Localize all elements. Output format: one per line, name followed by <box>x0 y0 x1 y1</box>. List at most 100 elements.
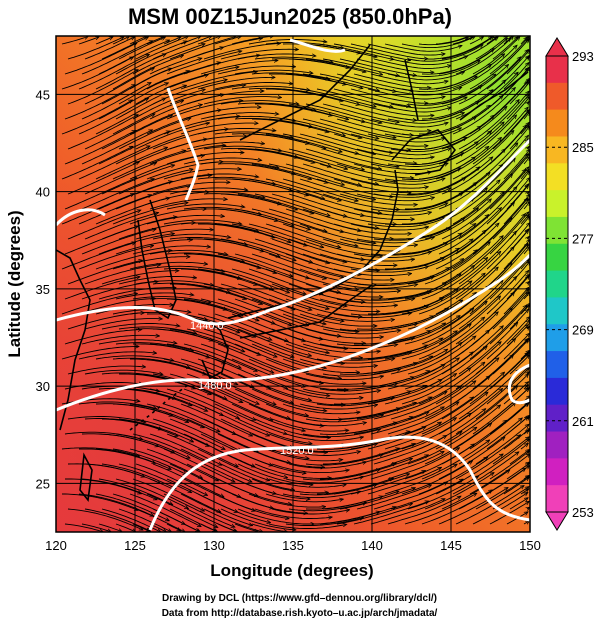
streamline <box>322 369 400 377</box>
streamline <box>152 418 225 449</box>
streamline <box>98 433 174 453</box>
streamline <box>384 331 457 360</box>
streamline <box>81 179 154 210</box>
streamline <box>152 373 227 399</box>
streamline <box>350 386 427 405</box>
streamline <box>254 238 329 263</box>
streamline <box>421 131 491 165</box>
streamline <box>390 138 466 153</box>
streamline <box>452 46 517 90</box>
streamline <box>373 148 451 156</box>
streamline <box>373 308 448 330</box>
streamline <box>319 118 396 138</box>
streamline <box>265 448 342 461</box>
streamline <box>81 335 159 345</box>
streamline <box>285 298 362 317</box>
x-tick-label: 120 <box>45 538 67 553</box>
streamline <box>67 313 144 330</box>
streamline <box>486 223 530 270</box>
streamline <box>183 298 259 321</box>
streamline <box>336 459 412 480</box>
streamline <box>316 398 394 407</box>
streamline <box>146 493 218 527</box>
streamline <box>384 374 456 405</box>
colorbar-strip <box>546 351 568 379</box>
colorbar-strips <box>546 56 568 513</box>
streamline <box>316 268 394 280</box>
y-axis-label: Latitude (degrees) <box>5 210 24 357</box>
y-tick-label: 35 <box>36 282 50 297</box>
streamline <box>203 373 276 405</box>
streamline <box>234 523 258 532</box>
streamline <box>186 283 262 304</box>
colorbar-top-arrow <box>545 37 569 57</box>
streamline <box>237 508 314 524</box>
taiwan-coast <box>79 452 93 502</box>
streamline <box>265 268 340 293</box>
streamline <box>67 366 145 375</box>
streamline <box>458 187 517 240</box>
kyushu-coast <box>201 319 229 380</box>
streamline <box>254 463 331 478</box>
streamline <box>367 178 445 185</box>
streamline <box>503 107 528 135</box>
streamline <box>285 433 363 442</box>
streamline <box>81 229 156 255</box>
streamline <box>421 258 487 300</box>
streamline <box>180 72 257 90</box>
streamline <box>527 282 529 284</box>
streamline <box>115 433 190 458</box>
streamline <box>317 478 393 495</box>
streamline <box>492 437 529 465</box>
streamline <box>84 369 163 374</box>
streamline <box>323 448 399 465</box>
streamline <box>135 36 188 60</box>
streamline <box>67 416 145 423</box>
streamline <box>98 478 172 505</box>
streamline <box>509 355 529 375</box>
streamline <box>129 105 202 135</box>
streamline <box>353 501 429 525</box>
streamline <box>67 70 138 105</box>
streamline <box>64 226 138 255</box>
streamline <box>101 37 148 60</box>
streamline <box>441 236 503 285</box>
streamline <box>163 67 239 90</box>
streamline <box>441 470 510 510</box>
streamline <box>234 298 308 326</box>
streamline <box>299 223 375 243</box>
streamline <box>469 39 529 90</box>
streamline <box>302 298 380 312</box>
streamline <box>441 107 507 150</box>
streamline <box>441 281 503 330</box>
streamline <box>163 493 235 527</box>
streamline <box>339 58 416 76</box>
streamline <box>401 368 471 405</box>
streamline <box>64 523 103 532</box>
streamline <box>285 73 363 88</box>
streamline <box>506 95 529 120</box>
streamline <box>458 323 518 375</box>
streamline <box>288 418 366 427</box>
streamline <box>265 223 340 248</box>
streamline <box>339 444 415 465</box>
streamline <box>455 435 520 480</box>
streamline <box>234 208 310 230</box>
streamline <box>67 162 139 195</box>
streamline <box>95 448 171 469</box>
streamline <box>67 115 138 150</box>
streamline <box>197 358 270 389</box>
streamline <box>509 498 528 510</box>
streamline <box>418 317 484 360</box>
colorbar-strip <box>546 297 568 325</box>
colorbar-strip <box>546 216 568 245</box>
streamline <box>452 131 514 180</box>
streamline <box>407 381 476 420</box>
streamline <box>115 85 186 120</box>
streamline <box>356 277 434 286</box>
korea-coast <box>137 199 177 320</box>
streamline <box>118 463 191 493</box>
streamline <box>285 518 363 526</box>
streamline <box>101 323 179 330</box>
streamline <box>217 208 294 226</box>
